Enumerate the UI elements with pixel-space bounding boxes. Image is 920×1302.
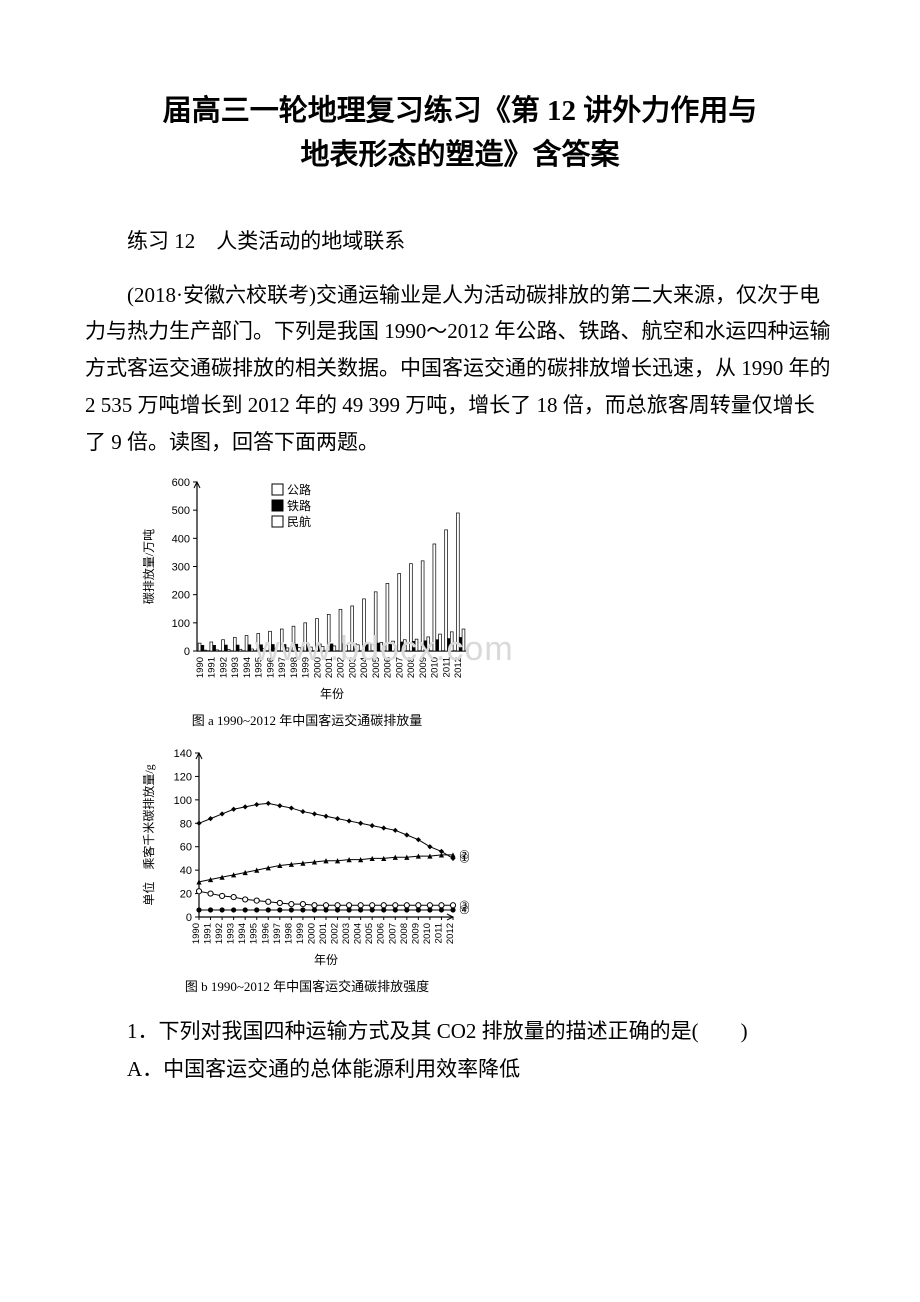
svg-text:80: 80 bbox=[180, 819, 192, 831]
svg-text:1992: 1992 bbox=[214, 923, 225, 944]
svg-text:1999: 1999 bbox=[295, 923, 306, 944]
chart-b-container: 020406080100120140单位 乘客千米碳排放量/g199019911… bbox=[137, 747, 835, 995]
svg-text:2001: 2001 bbox=[324, 657, 335, 678]
svg-text:2000: 2000 bbox=[312, 657, 323, 678]
svg-text:20: 20 bbox=[180, 889, 192, 901]
chart-a-caption: 图 a 1990~2012 年中国客运交通碳排放量 bbox=[137, 710, 477, 729]
svg-text:年份: 年份 bbox=[320, 687, 344, 701]
svg-text:2000: 2000 bbox=[306, 923, 317, 944]
svg-text:120: 120 bbox=[174, 772, 192, 784]
svg-text:2008: 2008 bbox=[406, 657, 417, 678]
svg-text:2001: 2001 bbox=[318, 923, 329, 944]
svg-text:1991: 1991 bbox=[207, 657, 218, 678]
svg-text:0: 0 bbox=[184, 646, 190, 658]
svg-text:200: 200 bbox=[172, 590, 190, 602]
document-title: 届高三一轮地理复习练习《第 12 讲外力作用与 地表形态的塑造》含答案 bbox=[85, 90, 835, 177]
svg-text:2011: 2011 bbox=[433, 923, 444, 943]
title-line-1: 届高三一轮地理复习练习《第 12 讲外力作用与 bbox=[85, 90, 835, 134]
svg-text:1996: 1996 bbox=[265, 657, 276, 678]
option-a-label: A． bbox=[127, 1057, 163, 1081]
question-1-text: 下列对我国四种运输方式及其 CO2 排放量的描述正确的是( ) bbox=[159, 1019, 748, 1043]
svg-text:公路: 公路 bbox=[287, 482, 311, 497]
svg-text:40: 40 bbox=[180, 865, 192, 877]
svg-text:2003: 2003 bbox=[347, 657, 358, 678]
svg-text:④: ④ bbox=[459, 903, 470, 917]
svg-text:碳排放量/万吨: 碳排放量/万吨 bbox=[141, 529, 156, 604]
svg-text:2009: 2009 bbox=[410, 923, 421, 944]
practice-subtitle: 练习 12 人类活动的地域联系 bbox=[85, 225, 835, 259]
svg-text:600: 600 bbox=[172, 477, 190, 489]
svg-text:2012: 2012 bbox=[445, 923, 456, 944]
svg-text:500: 500 bbox=[172, 506, 190, 518]
chart-a-bar-chart: 0100200300400500600碳排放量/万吨19901991199219… bbox=[137, 476, 477, 706]
svg-text:140: 140 bbox=[174, 748, 192, 760]
svg-text:2002: 2002 bbox=[330, 923, 341, 944]
svg-text:1994: 1994 bbox=[237, 923, 248, 944]
svg-text:2004: 2004 bbox=[359, 657, 370, 678]
svg-text:铁路: 铁路 bbox=[287, 498, 311, 513]
svg-text:2011: 2011 bbox=[441, 657, 452, 677]
svg-text:1990: 1990 bbox=[195, 657, 206, 678]
svg-text:2010: 2010 bbox=[430, 657, 441, 678]
intro-paragraph: (2018·安徽六校联考)交通运输业是人为活动碳排放的第二大来源，仅次于电力与热… bbox=[85, 277, 835, 461]
option-a-text: 中国客运交通的总体能源利用效率降低 bbox=[163, 1057, 520, 1081]
svg-text:1998: 1998 bbox=[289, 657, 300, 678]
svg-text:2007: 2007 bbox=[394, 657, 405, 678]
svg-text:1991: 1991 bbox=[203, 923, 214, 944]
svg-text:②: ② bbox=[459, 848, 470, 862]
title-line-2: 地表形态的塑造》含答案 bbox=[85, 134, 835, 178]
svg-text:2009: 2009 bbox=[418, 657, 429, 678]
svg-text:2004: 2004 bbox=[353, 923, 364, 944]
svg-text:1995: 1995 bbox=[254, 657, 265, 678]
svg-text:1997: 1997 bbox=[277, 657, 288, 678]
svg-text:2002: 2002 bbox=[336, 657, 347, 678]
svg-text:单位 乘客千米碳排放量/g: 单位 乘客千米碳排放量/g bbox=[141, 765, 156, 906]
question-1-number: 1． bbox=[127, 1019, 159, 1043]
svg-text:1999: 1999 bbox=[301, 657, 312, 678]
svg-text:2006: 2006 bbox=[383, 657, 394, 678]
question-1: 1．下列对我国四种运输方式及其 CO2 排放量的描述正确的是( ) bbox=[85, 1013, 835, 1051]
chart-b-caption: 图 b 1990~2012 年中国客运交通碳排放强度 bbox=[137, 976, 477, 995]
svg-text:2005: 2005 bbox=[364, 923, 375, 944]
svg-text:2010: 2010 bbox=[422, 923, 433, 944]
svg-text:400: 400 bbox=[172, 534, 190, 546]
svg-text:1992: 1992 bbox=[218, 657, 229, 678]
svg-text:0: 0 bbox=[186, 912, 192, 924]
svg-text:60: 60 bbox=[180, 842, 192, 854]
svg-text:1995: 1995 bbox=[249, 923, 260, 944]
svg-text:2007: 2007 bbox=[387, 923, 398, 944]
option-a: A．中国客运交通的总体能源利用效率降低 bbox=[85, 1051, 835, 1089]
svg-text:2005: 2005 bbox=[371, 657, 382, 678]
svg-text:1998: 1998 bbox=[283, 923, 294, 944]
svg-text:2008: 2008 bbox=[399, 923, 410, 944]
svg-text:300: 300 bbox=[172, 562, 190, 574]
svg-text:1993: 1993 bbox=[226, 923, 237, 944]
svg-text:1994: 1994 bbox=[242, 657, 253, 678]
chart-b-line-chart: 020406080100120140单位 乘客千米碳排放量/g199019911… bbox=[137, 747, 477, 972]
svg-text:2012: 2012 bbox=[453, 657, 464, 678]
chart-a-container: 0100200300400500600碳排放量/万吨19901991199219… bbox=[137, 476, 835, 729]
svg-text:1993: 1993 bbox=[230, 657, 241, 678]
svg-text:1990: 1990 bbox=[191, 923, 202, 944]
svg-text:1996: 1996 bbox=[260, 923, 271, 944]
svg-text:100: 100 bbox=[172, 618, 190, 630]
svg-text:100: 100 bbox=[174, 795, 192, 807]
svg-text:年份: 年份 bbox=[314, 953, 338, 967]
svg-text:2003: 2003 bbox=[341, 923, 352, 944]
svg-text:民航: 民航 bbox=[287, 514, 311, 529]
svg-text:2006: 2006 bbox=[376, 923, 387, 944]
svg-text:1997: 1997 bbox=[272, 923, 283, 944]
